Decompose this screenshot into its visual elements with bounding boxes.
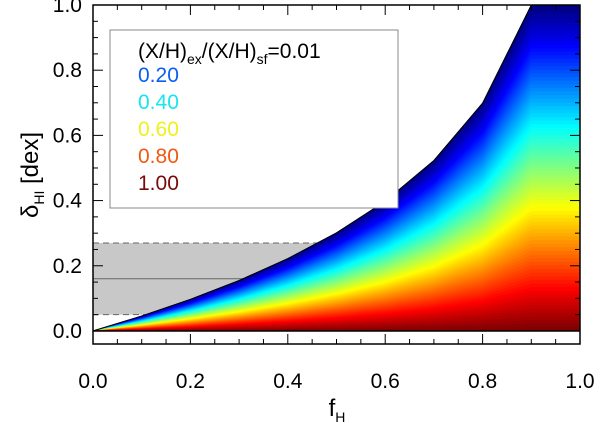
y-tick-label: 0.6 [53, 124, 82, 147]
legend-entry: 0.60 [138, 118, 179, 141]
y-tick-label: 0.8 [53, 59, 82, 82]
axes [92, 4, 581, 345]
colored-area [93, 5, 580, 332]
upper-envelope-line [93, 5, 580, 332]
y-tick-labels: 0.0 0.2 0.4 0.6 0.8 1.0 [53, 0, 83, 343]
y-tick-label: 0.4 [53, 190, 83, 213]
legend-header: (X/H)ex/(X/H)sf=0.01 [138, 40, 321, 67]
x-tick-labels: 0.0 0.2 0.4 0.6 0.8 1.0 [78, 370, 594, 393]
legend-box [109, 29, 399, 209]
x-tick-label: 0.6 [371, 370, 400, 393]
x-tick-label: 0.0 [78, 370, 107, 393]
legend-entry: 0.80 [138, 145, 179, 168]
x-tick-label: 0.2 [176, 370, 205, 393]
y-tick-label: 0.2 [53, 255, 82, 278]
y-axis-title: δHI [dex] [17, 132, 47, 218]
x-tick-label: 0.4 [273, 370, 303, 393]
x-axis-title: fH [329, 395, 346, 423]
y-tick-label: 0.0 [53, 320, 82, 343]
legend-entry: 0.20 [138, 64, 179, 87]
legend-entry: 1.00 [138, 172, 179, 195]
y-tick-label: 1.0 [53, 0, 82, 17]
x-tick-label: 0.8 [468, 370, 497, 393]
legend-entry: 0.40 [138, 91, 179, 114]
x-tick-label: 1.0 [565, 370, 594, 393]
legend: (X/H)ex/(X/H)sf=0.010.20 0.40 0.60 0.80 1.00 [109, 29, 399, 209]
